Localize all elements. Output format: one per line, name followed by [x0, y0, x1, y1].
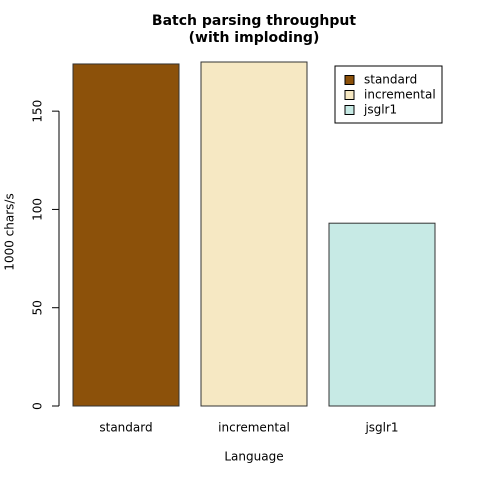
legend-label: jsglr1 — [363, 103, 397, 117]
chart-subtitle: (with imploding) — [189, 30, 320, 46]
x-tick-label: incremental — [218, 421, 290, 435]
bar — [72, 63, 180, 407]
y-axis-label: 1000 chars/s — [3, 193, 17, 270]
legend-swatch — [344, 90, 355, 100]
legend-label: standard — [364, 73, 417, 87]
bar — [328, 222, 436, 407]
legend-swatch — [344, 105, 355, 115]
bar — [200, 61, 308, 407]
y-tick-label: 50 — [31, 300, 45, 315]
legend-swatch — [344, 75, 355, 85]
chart-title: Batch parsing throughput — [152, 13, 356, 29]
x-axis-label: Language — [224, 450, 283, 464]
y-tick-label: 100 — [31, 198, 45, 221]
legend-label: incremental — [364, 88, 436, 102]
x-tick-label: jsglr1 — [364, 421, 398, 435]
y-tick-label: 150 — [31, 100, 45, 123]
y-tick-label: 0 — [31, 402, 45, 410]
x-tick-label: standard — [99, 421, 152, 435]
